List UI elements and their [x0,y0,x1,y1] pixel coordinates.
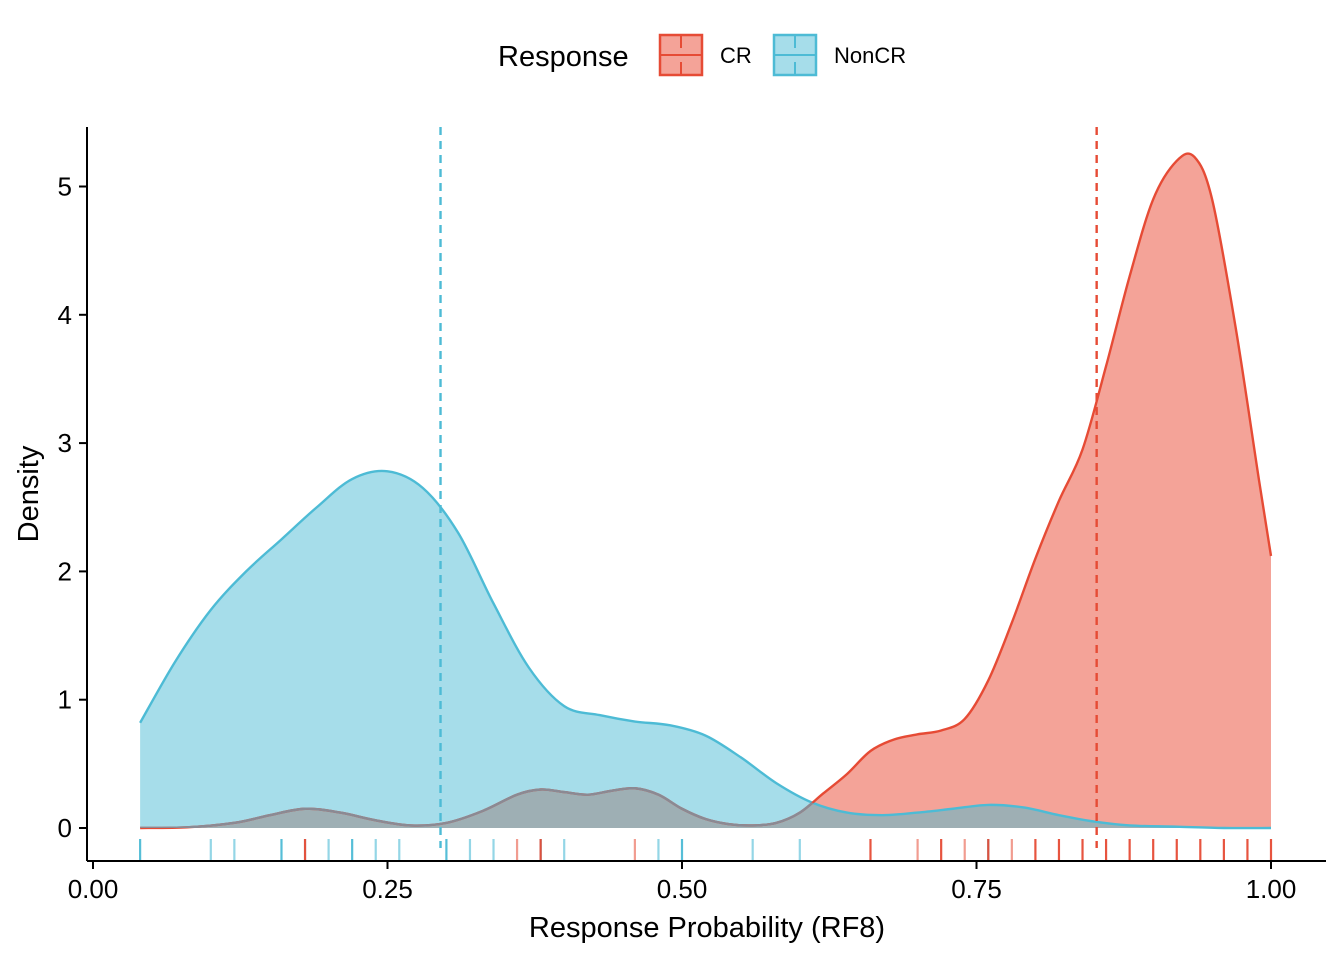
rug-marks [139,839,1273,860]
noncr-density-area [140,470,1271,829]
x-tick-label: 0.25 [362,874,413,904]
legend-title: Response [498,41,629,73]
x-tick-label: 0.00 [68,874,119,904]
y-tick-label: 3 [58,428,72,458]
x-tick-label: 0.50 [657,874,708,904]
legend-key-cr [658,33,704,77]
x-tick-label: 1.00 [1246,874,1297,904]
y-tick-label: 2 [58,556,72,586]
y-axis-title: Density [13,445,45,542]
legend-label-cr: CR [720,43,752,68]
y-tick-label: 4 [58,300,72,330]
y-tick-label: 5 [58,172,72,202]
cr-density-area [140,153,1271,829]
x-axis-title: Response Probability (RF8) [529,912,885,944]
y-tick-label: 0 [58,813,72,843]
y-tick-label: 1 [58,685,72,715]
legend: Response CR NonCR [498,33,906,77]
x-axis-ticks: 0.00 0.25 0.50 0.75 1.00 [68,861,1297,904]
x-tick-label: 0.75 [951,874,1002,904]
noncr-density-line [139,469,1272,830]
y-axis-ticks: 0 1 2 3 4 5 [58,172,87,843]
cr-overlap-line [140,470,1271,829]
legend-label-noncr: NonCR [834,43,906,68]
density-areas [139,152,1273,830]
legend-key-noncr [772,33,818,77]
